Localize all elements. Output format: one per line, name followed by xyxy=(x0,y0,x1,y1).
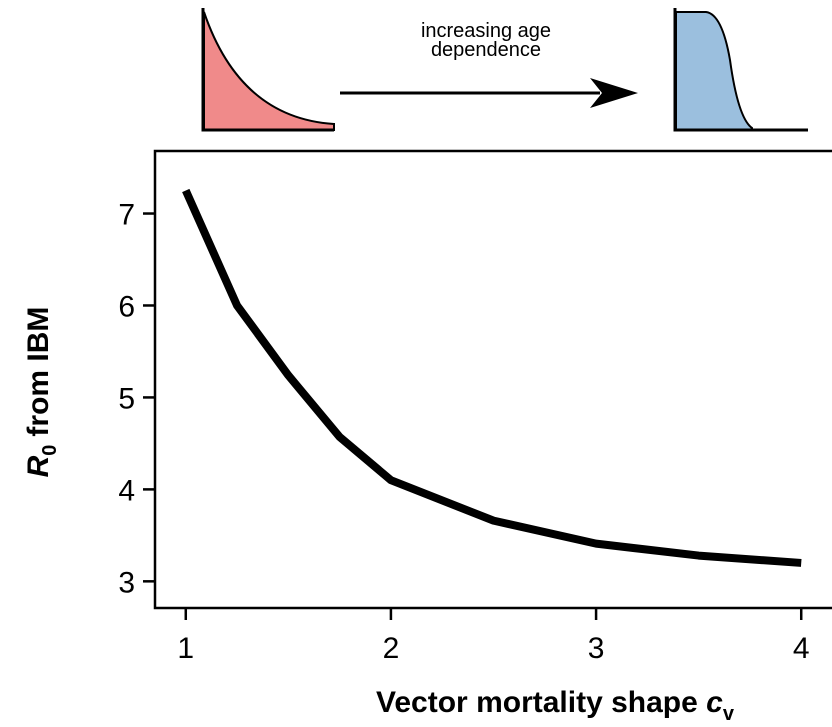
x-tick-label: 2 xyxy=(383,632,400,665)
y-tick-label: 6 xyxy=(118,290,135,323)
plot-frame xyxy=(153,149,832,610)
x-label-subscript: v xyxy=(723,703,735,725)
y-label-text: from IBM xyxy=(22,307,55,437)
y-label-subscript: 0 xyxy=(39,445,61,456)
y-tick-label: 5 xyxy=(118,382,135,415)
sigmoid-shape xyxy=(675,11,753,131)
exponential-shape xyxy=(203,11,335,131)
x-label-symbol: c xyxy=(706,686,723,719)
x-tick-label: 1 xyxy=(177,632,194,665)
y-axis-label: R0 from IBM xyxy=(22,307,61,478)
inset-axes xyxy=(673,8,808,132)
inset-axes xyxy=(201,8,334,132)
y-tick-label: 3 xyxy=(118,566,135,599)
annotation: dependence xyxy=(431,39,541,61)
line xyxy=(182,188,802,567)
x-label-text: Vector mortality shape xyxy=(376,686,698,719)
inset-illustrations: increasing age dependence xyxy=(201,8,808,132)
y-tick-label: 7 xyxy=(118,199,135,232)
y-label-symbol: R xyxy=(22,455,55,477)
arrow-head xyxy=(590,78,638,108)
x-axis-label: Vector mortality shape cv xyxy=(376,686,735,725)
x-tick-label: 3 xyxy=(588,632,605,665)
annotation: increasing age xyxy=(421,20,551,42)
x-tick-label: 4 xyxy=(793,632,810,665)
y-tick-label: 4 xyxy=(118,474,135,507)
